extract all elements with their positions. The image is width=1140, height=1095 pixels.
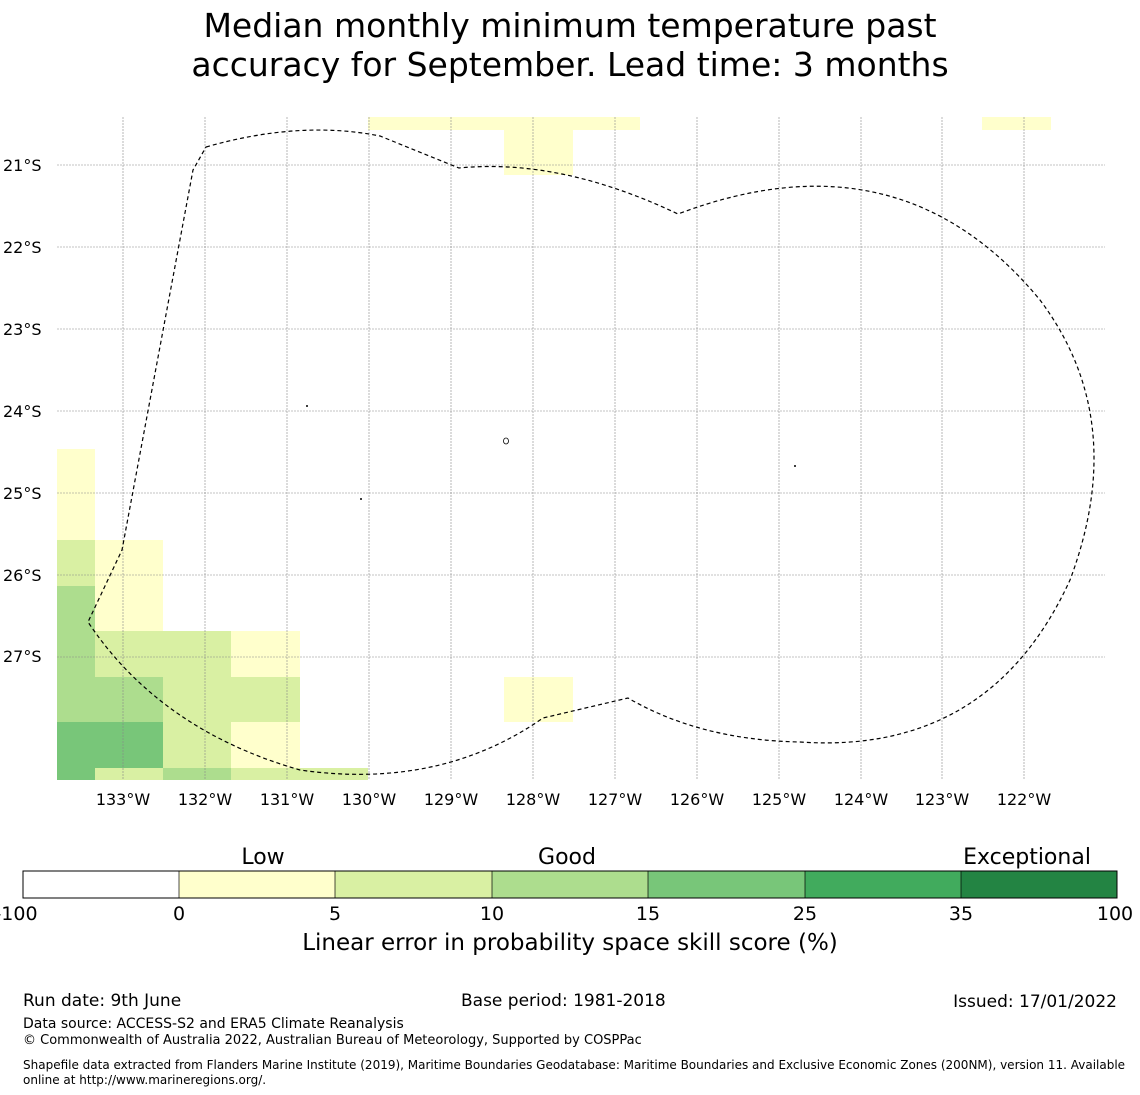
skill-cell xyxy=(95,631,231,677)
skill-cell xyxy=(231,768,300,780)
island-marker xyxy=(306,405,308,407)
colorbar-swatch xyxy=(961,871,1117,898)
skill-cell xyxy=(504,117,573,175)
lat-label: 22°S xyxy=(3,238,42,257)
colorbar-swatch xyxy=(648,871,805,898)
lon-label: 127°W xyxy=(588,790,643,809)
tick-label: -100 xyxy=(0,903,38,925)
lon-label: 126°W xyxy=(670,790,725,809)
skill-cell xyxy=(982,117,1051,130)
colorbar-dividers xyxy=(178,871,962,898)
lon-label: 131°W xyxy=(260,790,315,809)
lon-labels: 133°W 132°W 131°W 130°W 129°W 128°W 127°… xyxy=(96,790,1052,809)
title-line-2: accuracy for September. Lead time: 3 mon… xyxy=(191,45,949,84)
category-good: Good xyxy=(538,845,596,870)
title-line-1: Median monthly minimum temperature past xyxy=(203,6,937,45)
colorbar-frame xyxy=(22,870,1118,899)
skill-cells xyxy=(57,117,1051,780)
map-title: Median monthly minimum temperature past … xyxy=(0,6,1140,84)
skill-cell xyxy=(163,722,231,768)
graticule xyxy=(57,117,1105,780)
lat-labels: 21°S 22°S 23°S 24°S 25°S 26°S 27°S xyxy=(3,156,42,666)
lat-label: 26°S xyxy=(3,566,42,585)
skill-cell xyxy=(57,768,95,780)
map-plot: 21°S 22°S 23°S 24°S 25°S 26°S 27°S 133°W… xyxy=(3,117,1105,809)
lon-label: 125°W xyxy=(752,790,807,809)
skill-cell xyxy=(57,540,95,586)
category-exceptional: Exceptional xyxy=(963,845,1091,870)
lat-label: 23°S xyxy=(3,320,42,339)
tick-label: 0 xyxy=(173,903,185,925)
skill-cell xyxy=(57,722,163,768)
issued-date: Issued: 17/01/2022 xyxy=(953,992,1117,1012)
tick-label: 100 xyxy=(1097,903,1133,925)
run-date: Run date: 9th June xyxy=(23,991,182,1011)
copyright: © Commonwealth of Australia 2022, Austra… xyxy=(23,1033,642,1048)
colorbar-swatch xyxy=(805,871,961,898)
category-low: Low xyxy=(241,845,284,870)
skill-cell xyxy=(231,722,300,768)
skill-cell xyxy=(163,768,231,780)
skill-cell xyxy=(163,677,300,722)
lon-label: 128°W xyxy=(506,790,561,809)
lat-label: 21°S xyxy=(3,156,42,175)
skill-cell xyxy=(573,117,640,130)
tick-label: 10 xyxy=(480,903,504,925)
lon-label: 133°W xyxy=(96,790,151,809)
colorbar-swatch xyxy=(23,871,179,898)
lon-label: 123°W xyxy=(915,790,970,809)
island-marker xyxy=(794,465,796,467)
lon-label: 124°W xyxy=(834,790,889,809)
skill-cell xyxy=(231,631,300,677)
lon-label: 129°W xyxy=(424,790,479,809)
island-marker xyxy=(503,437,509,445)
lon-label: 130°W xyxy=(342,790,397,809)
skill-cell xyxy=(95,677,163,722)
data-source: Data source: ACCESS-S2 and ERA5 Climate … xyxy=(23,1016,404,1032)
tick-label: 5 xyxy=(329,903,341,925)
lat-label: 27°S xyxy=(3,647,42,666)
colorbar-title: Linear error in probability space skill … xyxy=(302,930,838,956)
colorbar-swatch xyxy=(492,871,648,898)
lon-label: 132°W xyxy=(178,790,233,809)
skill-cell xyxy=(95,768,163,780)
lon-label: 122°W xyxy=(997,790,1052,809)
skill-cell xyxy=(95,540,163,631)
skill-cell xyxy=(504,677,573,722)
skill-cell xyxy=(57,586,95,722)
tick-label: 25 xyxy=(793,903,817,925)
colorbar-swatches xyxy=(23,871,1117,898)
skill-cell xyxy=(57,449,95,540)
base-period: Base period: 1981-2018 xyxy=(461,991,666,1011)
colorbar: Low Good Exceptional -100 0 5 10 15 25 3… xyxy=(0,845,1133,925)
eez-boundary xyxy=(87,129,1095,775)
lat-label: 25°S xyxy=(3,484,42,503)
lat-label: 24°S xyxy=(3,402,42,421)
colorbar-swatch xyxy=(179,871,335,898)
islands xyxy=(306,405,796,500)
colorbar-ticks: -100 0 5 10 15 25 35 100 xyxy=(0,903,1133,925)
skill-cell xyxy=(368,117,504,130)
island-marker xyxy=(360,498,362,500)
tick-label: 35 xyxy=(949,903,973,925)
colorbar-swatch xyxy=(335,871,492,898)
tick-label: 15 xyxy=(636,903,660,925)
shapefile-credit: Shapefile data extracted from Flanders M… xyxy=(23,1058,1126,1087)
